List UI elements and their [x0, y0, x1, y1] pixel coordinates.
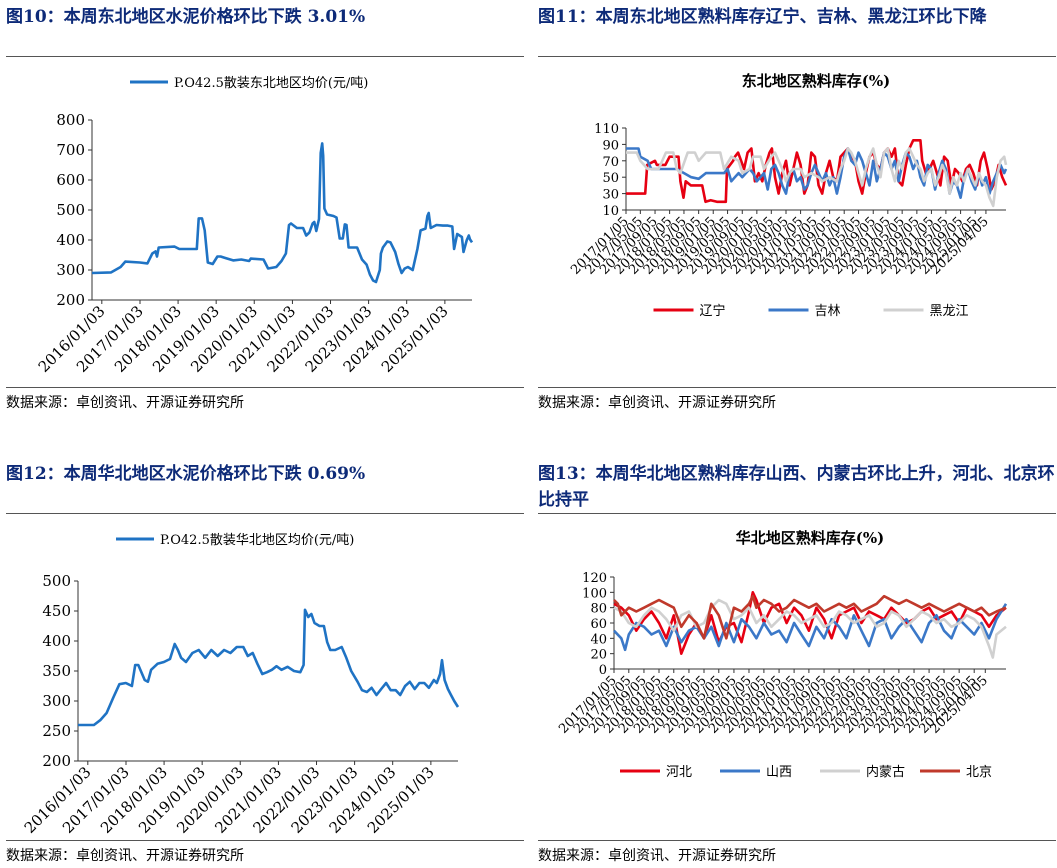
figure-title: 图11：本周东北地区熟料库存辽宁、吉林、黑龙江环比下降 [538, 7, 987, 27]
y-tick-label: 300 [56, 261, 85, 279]
chart-title: 华北地区熟料库存(%) [736, 529, 884, 547]
y-tick-label: 250 [42, 722, 71, 740]
source-rule [538, 387, 1056, 388]
y-tick-label: 200 [42, 752, 71, 770]
y-tick-label: 300 [42, 692, 71, 710]
y-tick-label: 90 [602, 138, 619, 153]
y-tick-label: 400 [42, 632, 71, 650]
source-note: 数据来源：卓创资讯、开源证券研究所 [6, 395, 244, 411]
y-tick-label: 100 [582, 586, 607, 601]
y-tick-label: 600 [56, 171, 85, 189]
title-rule [6, 513, 524, 514]
y-tick-label: 500 [56, 201, 85, 219]
figure-title: 图13：本周华北地区熟料库存山西、内蒙古环比上升，河北、北京环比持平 [538, 464, 1055, 510]
clinker-inventory-chart-north: 华北地区熟料库存(%)0204060801001202017/01/052017… [556, 529, 1008, 780]
y-tick-label: 60 [590, 617, 607, 632]
price-chart-north: 2002503003504004505002016/01/032017/01/0… [21, 533, 460, 837]
y-tick-label: 70 [602, 155, 619, 170]
legend-label-1: 辽宁 [700, 303, 726, 319]
title-rule [538, 56, 1056, 57]
series-line-4 [613, 594, 1007, 640]
y-tick-label: 700 [56, 141, 85, 159]
source-rule [6, 387, 524, 388]
legend-label-2: 山西 [766, 765, 792, 780]
y-tick-label: 30 [602, 188, 619, 203]
y-tick-label: 500 [42, 572, 71, 590]
y-tick-label: 400 [56, 231, 85, 249]
y-tick-label: 450 [42, 602, 71, 620]
y-tick-label: 80 [590, 602, 607, 617]
legend-label-3: 内蒙古 [866, 764, 905, 780]
clinker-inventory-chart-northeast: 东北地区熟料库存(%)10305070901102017/01/052017/0… [568, 72, 1008, 319]
y-tick-label: 350 [42, 662, 71, 680]
source-note: 数据来源：卓创资讯、开源证券研究所 [6, 848, 244, 864]
figure-title: 图10：本周东北地区水泥价格环比下跌 3.01% [6, 7, 366, 27]
source-note: 数据来源：卓创资讯、开源证券研究所 [538, 848, 776, 864]
y-tick-label: 120 [582, 571, 607, 586]
title-rule [538, 513, 1056, 514]
y-tick-label: 40 [590, 632, 607, 647]
figure-title: 图12：本周华北地区水泥价格环比下跌 0.69% [6, 464, 366, 484]
legend-label-2: 吉林 [815, 304, 841, 319]
title-rule [6, 56, 524, 57]
y-tick-label: 800 [56, 111, 85, 129]
y-tick-label: 20 [590, 648, 607, 663]
price-chart-northeast: 2003004005006007008002016/01/032017/01/0… [35, 76, 474, 376]
legend-label: P.O42.5散装华北地区均价(元/吨) [160, 533, 354, 548]
series-line-3 [613, 598, 1007, 659]
source-rule [538, 840, 1056, 841]
source-rule [6, 840, 524, 841]
legend-label-4: 北京 [966, 765, 992, 780]
y-tick-label: 50 [602, 171, 619, 186]
y-tick-label: 10 [602, 204, 619, 219]
legend-label-3: 黑龙江 [930, 304, 969, 319]
series-line-3 [626, 147, 1008, 208]
y-tick-label: 0 [599, 663, 607, 678]
source-note: 数据来源：卓创资讯、开源证券研究所 [538, 395, 776, 411]
y-tick-label: 200 [56, 291, 85, 309]
legend-label: P.O42.5散装东北地区均价(元/吨) [174, 76, 368, 91]
legend-label-1: 河北 [666, 765, 692, 780]
y-tick-label: 110 [594, 122, 619, 137]
series-line-1 [91, 142, 474, 284]
chart-title: 东北地区熟料库存(%) [742, 72, 890, 90]
series-line-1 [78, 608, 460, 727]
